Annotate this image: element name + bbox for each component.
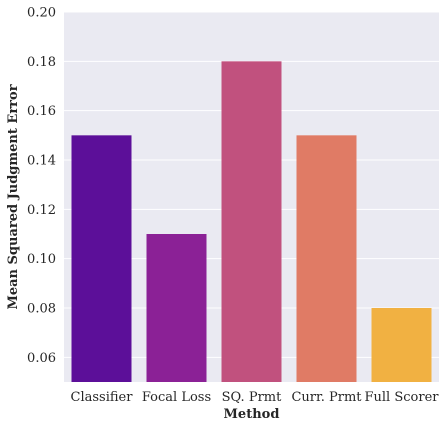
y-tick-label: 0.14 [27,154,56,169]
bar-full-scorer [371,308,432,382]
x-tick-label: Focal Loss [142,390,211,405]
y-tick-label: 0.12 [27,203,56,218]
x-tick-labels: Classifier Focal Loss SQ. Prmt Curr. Prmt Fu… [71,390,440,405]
bar-curr-prmt [296,135,357,382]
y-axis-title: Mean Squared Judgment Error [6,84,21,309]
x-tick-label: Curr. Prmt [291,390,362,405]
bars [71,61,432,382]
y-tick-label: 0.18 [27,55,56,70]
x-tick-label: Classifier [71,390,134,405]
y-tick-label: 0.08 [27,302,56,317]
bar-classifier [71,135,132,382]
x-tick-label: SQ. Prmt [222,390,282,405]
y-tick-label: 0.06 [27,351,56,366]
bar-focal-loss [146,234,207,382]
bar-sq-prmt [221,61,282,382]
y-tick-label: 0.20 [27,6,56,21]
y-tick-label: 0.10 [27,252,56,267]
y-tick-labels: 0.06 0.08 0.10 0.12 0.14 0.16 0.18 0.20 [27,6,56,366]
x-axis-title: Method [224,407,280,422]
x-tick-label: Full Scorer [365,390,440,405]
y-tick-label: 0.16 [27,104,56,119]
